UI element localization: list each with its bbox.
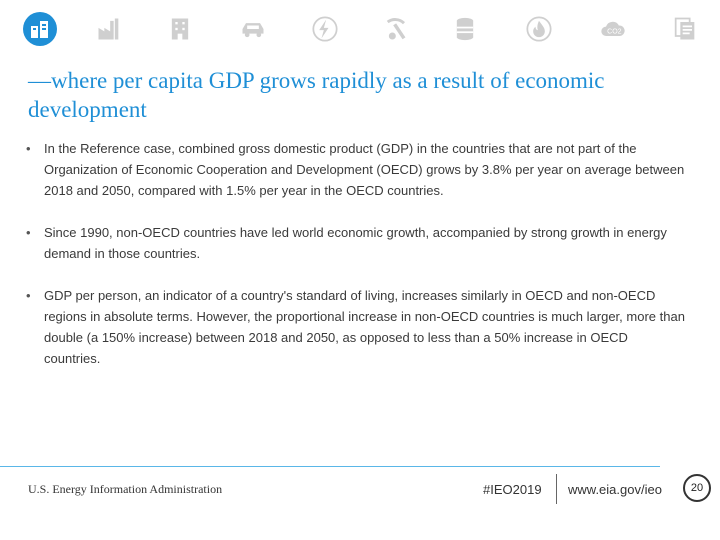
bullet-item: • GDP per person, an indicator of a coun…	[26, 285, 686, 369]
bullet-text: In the Reference case, combined gross do…	[44, 141, 685, 198]
bullet-text: Since 1990, non-OECD countries have led …	[44, 225, 667, 261]
svg-text:CO2: CO2	[607, 29, 622, 36]
bullet-list: • In the Reference case, combined gross …	[26, 138, 686, 390]
page-number: 20	[683, 474, 711, 502]
bullet-marker: •	[26, 141, 31, 156]
flame-icon[interactable]	[524, 14, 554, 44]
office-building-icon[interactable]	[165, 14, 195, 44]
buildings-icon[interactable]	[23, 12, 57, 46]
factory-icon[interactable]	[94, 14, 124, 44]
car-icon[interactable]	[238, 14, 268, 44]
footer-url-link[interactable]: www.eia.gov/ieo	[568, 482, 662, 497]
footer-hashtag: #IEO2019	[483, 482, 542, 497]
footer-separator	[556, 474, 557, 504]
footer-organization: U.S. Energy Information Administration	[28, 482, 223, 496]
bullet-item: • In the Reference case, combined gross …	[26, 138, 686, 201]
oil-barrel-icon[interactable]	[450, 14, 480, 44]
bullet-marker: •	[26, 288, 31, 303]
lightning-icon[interactable]	[310, 14, 340, 44]
slide-title: —where per capita GDP grows rapidly as a…	[28, 68, 605, 122]
bullet-item: • Since 1990, non-OECD countries have le…	[26, 222, 686, 264]
footer-divider	[0, 466, 660, 467]
bullet-marker: •	[26, 225, 31, 240]
mining-icon[interactable]	[382, 14, 412, 44]
documents-icon[interactable]	[670, 14, 700, 44]
sector-icon-bar: CO2	[0, 0, 720, 60]
bullet-text: GDP per person, an indicator of a countr…	[44, 288, 685, 366]
co2-icon[interactable]: CO2	[598, 14, 628, 44]
